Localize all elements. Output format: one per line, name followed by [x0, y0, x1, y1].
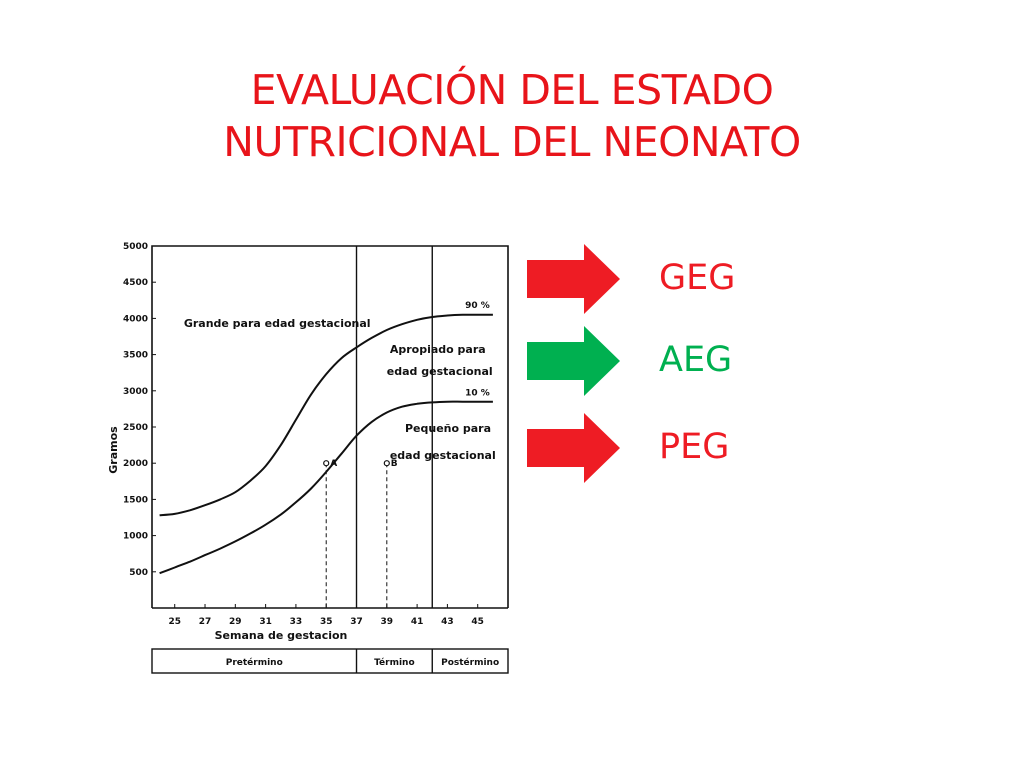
x-axis-title: Semana de gestacion	[215, 629, 348, 642]
point-a-label: A	[330, 459, 337, 469]
series-label-90: 90 %	[465, 301, 490, 311]
y-tick-label: 3500	[123, 351, 148, 361]
annotation-geg: Grande para edad gestacional	[184, 317, 371, 330]
arrow-aeg-shape	[527, 326, 620, 396]
point-b-marker	[383, 460, 390, 467]
series-label-10: 10 %	[465, 389, 490, 399]
title-line-2: NUTRICIONAL DEL NEONATO	[223, 118, 801, 166]
growth-chart: Gramos Semana de gestacion 500 1000 1500 20…	[107, 242, 509, 674]
arrow-geg-shape	[527, 244, 620, 314]
slide-title: EVALUACIÓN DEL ESTADO NUTRICIONAL DEL NE…	[0, 64, 1024, 168]
arrow-row-aeg: AEG	[527, 325, 747, 397]
x-tick-label: 43	[441, 617, 454, 627]
annotation-peg-line2: edad gestacional	[390, 449, 496, 462]
arrow-label-geg: GEG	[659, 258, 736, 298]
x-tick-label: 37	[350, 617, 363, 627]
arrow-label-aeg: AEG	[659, 340, 733, 380]
x-tick-label: 41	[411, 617, 424, 627]
y-tick-label: 500	[129, 568, 148, 578]
right-arrow-icon	[527, 326, 620, 396]
y-tick-label: 1500	[123, 495, 148, 505]
x-tick-label: 25	[168, 617, 181, 627]
point-b-label: B	[391, 459, 398, 469]
x-tick-label: 35	[320, 617, 333, 627]
annotation-aeg-line1: Apropiado para	[390, 343, 486, 356]
x-tick-label: 33	[290, 617, 303, 627]
annotation-peg-line1: Pequeño para	[405, 422, 491, 435]
x-tick-label: 39	[381, 617, 394, 627]
arrow-row-peg: PEG	[527, 412, 747, 484]
y-tick-label: 3000	[123, 387, 148, 397]
percentile-curve-90	[159, 313, 493, 517]
right-arrow-icon	[527, 244, 620, 314]
period-label: Término	[374, 657, 415, 668]
y-tick-label: 2000	[123, 459, 148, 469]
annotation-aeg-line2: edad gestacional	[387, 365, 493, 378]
y-tick-label: 5000	[123, 242, 148, 252]
point-a-marker	[323, 460, 330, 467]
right-arrow-icon	[527, 413, 620, 483]
x-tick-label: 29	[229, 617, 242, 627]
period-label: Postérmino	[441, 657, 499, 668]
period-label: Pretérmino	[226, 657, 283, 668]
y-tick-label: 2500	[123, 423, 148, 433]
y-tick-label: 4500	[123, 278, 148, 288]
arrow-peg-shape	[527, 413, 620, 483]
x-tick-label: 27	[199, 617, 212, 627]
period-bar	[151, 648, 509, 674]
arrow-row-geg: GEG	[527, 243, 747, 315]
x-tick-label: 45	[471, 617, 484, 627]
arrow-label-peg: PEG	[659, 427, 730, 467]
title-line-1: EVALUACIÓN DEL ESTADO	[250, 66, 774, 114]
y-tick-label: 4000	[123, 314, 148, 324]
y-tick-label: 1000	[123, 532, 148, 542]
x-tick-label: 31	[259, 617, 272, 627]
y-axis-title: Gramos	[107, 426, 120, 474]
